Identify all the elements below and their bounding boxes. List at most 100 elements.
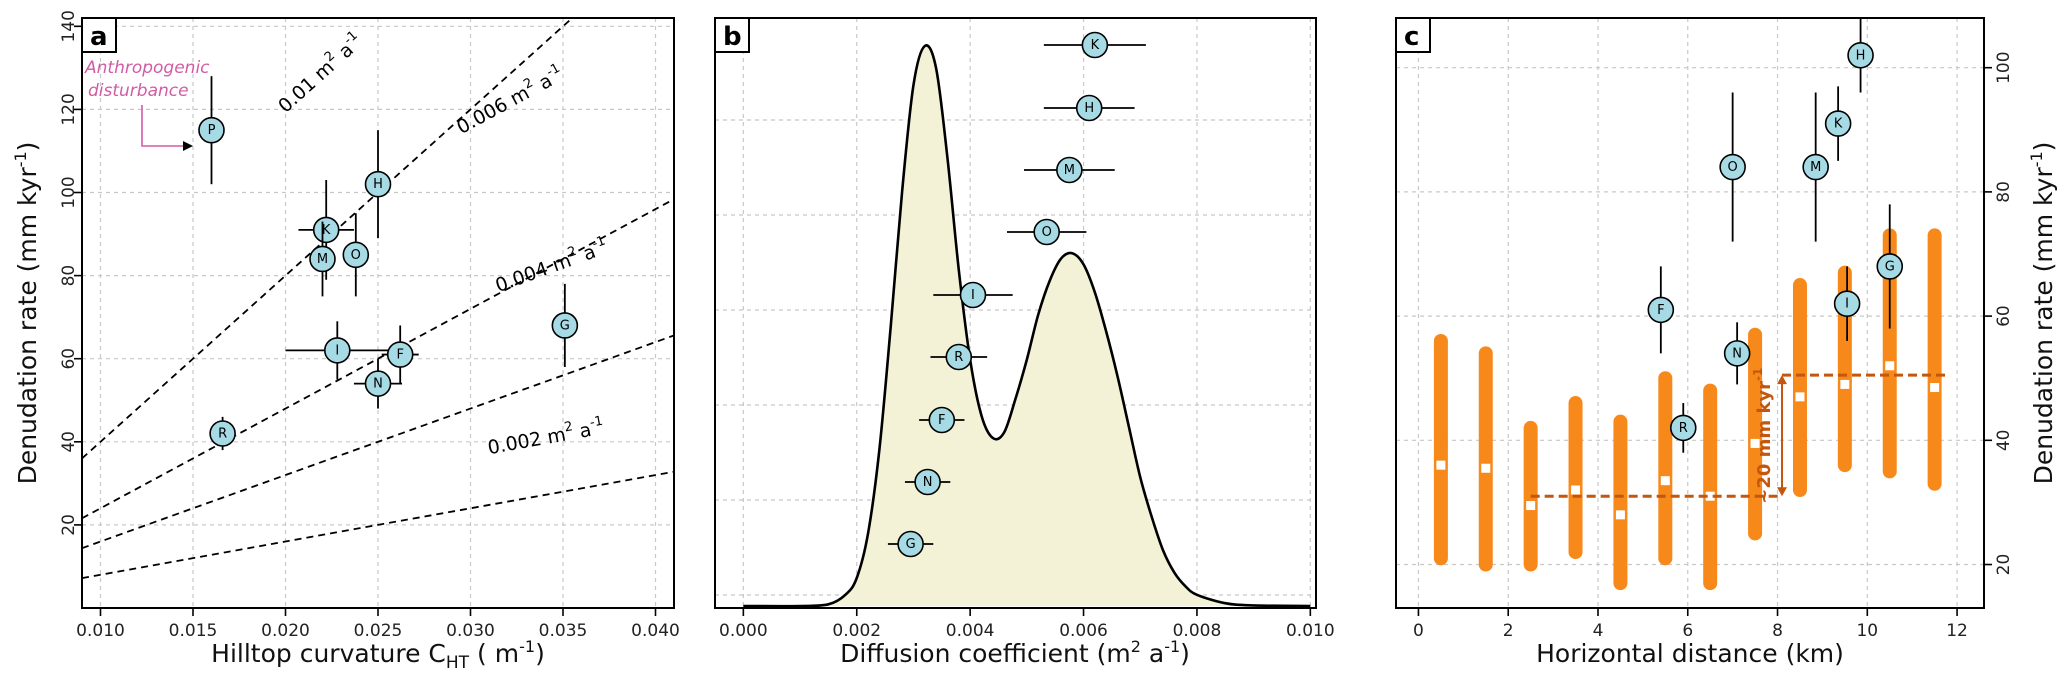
panel-a-y-title: Denudation rate (mm kyr-1) — [11, 142, 42, 485]
c-point-marker — [1723, 340, 1751, 367]
panel-c: ~20 mm kyr-1 0 2 4 6 8 10 12 20 40 60 80 100 H K M O G I… — [1395, 17, 2058, 668]
annotation-line2: disturbance — [88, 81, 189, 101]
b-xtick-label: 0.002 — [832, 621, 881, 641]
panel-c-ticks: 0 2 4 6 8 10 12 20 40 60 80 100 — [1413, 51, 2014, 641]
range-bar-mean — [1795, 392, 1805, 402]
c-point-label: K — [1834, 117, 1843, 132]
diffusion-line-3 — [81, 470, 675, 579]
range-bar-mean — [1750, 438, 1760, 448]
a-point-label: H — [373, 177, 383, 192]
b-point-label: K — [1091, 38, 1100, 53]
annotation-arrow-line — [141, 105, 183, 147]
range-bar-mean — [1526, 501, 1536, 511]
b-point-marker — [1081, 31, 1109, 59]
panel-c-letter-box — [1395, 17, 1431, 53]
a-ytick-label: 100 — [59, 176, 79, 208]
diffusion-line-2 — [81, 334, 675, 550]
range-bar-mean — [1930, 383, 1940, 393]
c-point-marker — [1802, 153, 1829, 181]
diffusion-line-label: 0.006 m2 a-1 — [452, 61, 568, 139]
diffusion-label-sup2: -1 — [590, 234, 607, 253]
a-ytick-label: 120 — [59, 93, 79, 125]
a-xtick-label: 0.025 — [354, 621, 403, 641]
a-point-label: G — [560, 318, 570, 333]
panel-c-points: H K M O G I F N R — [1647, 18, 1904, 453]
b-point-label: O — [1042, 225, 1052, 240]
a-point-label: I — [335, 343, 339, 358]
b-point-marker — [1056, 156, 1083, 184]
b-point-label: H — [1084, 101, 1094, 116]
panel-c-range-bars — [1433, 228, 1942, 591]
a-xtick-label: 0.035 — [539, 621, 588, 641]
c-point-marker — [1719, 153, 1746, 181]
panel-a: 0.01 m2 a-1 0.006 m2 a-1 0.004 m2 a-1 0.002… — [11, 10, 680, 673]
offset-label: ~20 mm kyr-1 — [1751, 368, 1775, 504]
range-bar-mean — [1571, 485, 1581, 495]
b-point-label: N — [923, 475, 933, 490]
b-point-marker — [1033, 218, 1060, 246]
range-bar-mean — [1660, 476, 1670, 486]
a-point-label: R — [218, 426, 227, 441]
a-point-label: O — [351, 248, 361, 263]
diffusion-label-main: 0.01 m — [274, 56, 338, 117]
panel-c-letter: c — [1404, 22, 1419, 52]
offset-label-sup: -1 — [1751, 368, 1765, 381]
c-point-label: R — [1679, 421, 1688, 436]
range-bar-mean — [1615, 510, 1625, 520]
c-ytick-label: 40 — [1994, 429, 2014, 451]
b-xtick-label: 0.010 — [1286, 621, 1335, 641]
range-bar-mean — [1481, 463, 1491, 473]
diffusion-line-label: 0.004 m2 a-1 — [491, 234, 610, 297]
c-xtick-label: 10 — [1856, 621, 1878, 641]
annotation-line1: Anthropogenic — [84, 58, 210, 78]
c-point-marker — [1824, 110, 1852, 137]
panel-b-ticks: 0.000 0.002 0.004 0.006 0.008 0.010 — [719, 608, 1335, 641]
c-xtick-label: 12 — [1946, 621, 1968, 641]
c-xtick-label: 2 — [1503, 621, 1514, 641]
a-point-marker — [309, 245, 336, 273]
b-xtick-label: 0.000 — [719, 621, 768, 641]
diffusion-label-sup2: -1 — [589, 414, 604, 431]
panel-a-ticks: 0.010 0.015 0.020 0.025 0.030 0.035 0.040 20 40 6… — [59, 10, 680, 641]
b-point-label: M — [1064, 163, 1075, 178]
density-curve — [743, 44, 1311, 608]
a-point-label: F — [396, 348, 403, 363]
range-bar-mean — [1885, 361, 1895, 371]
b-point-label: F — [938, 413, 945, 428]
panel-c-grid — [1396, 18, 1984, 608]
b-point-label: I — [971, 288, 975, 303]
b-xtick-label: 0.006 — [1059, 621, 1108, 641]
diffusion-label-sup2: -1 — [544, 61, 563, 80]
c-point-label: I — [1845, 297, 1849, 312]
a-ytick-label: 40 — [59, 431, 79, 453]
panel-b-x-title: Diffusion coefficient (m2 a-1) — [840, 637, 1190, 668]
diffusion-label-main: 0.002 m — [486, 424, 568, 460]
a-point-marker — [198, 116, 225, 144]
c-point-marker — [1833, 290, 1861, 317]
a-xtick-label: 0.030 — [446, 621, 495, 641]
offset-arrow-head-up — [1777, 375, 1788, 385]
b-point-marker — [945, 343, 973, 371]
panel-c-y-title: Denudation rate (mm kyr-1) — [2027, 142, 2058, 485]
panel-c-mean-lines: ~20 mm kyr-1 — [1530, 368, 1949, 504]
panel-b-points: K H M O I R F N G — [887, 31, 1146, 558]
c-point-label: O — [1728, 160, 1738, 175]
a-point-marker — [312, 216, 340, 244]
b-point-marker — [928, 406, 956, 434]
a-point-marker — [323, 337, 351, 364]
c-ytick-label: 80 — [1994, 181, 2014, 203]
b-point-label: R — [954, 350, 963, 365]
panel-b-letter-box — [714, 17, 750, 53]
a-point-marker — [209, 420, 236, 447]
anthropogenic-annotation: Anthropogenic disturbance — [84, 58, 210, 151]
c-point-label: N — [1732, 346, 1742, 361]
c-point-label: F — [1657, 303, 1664, 318]
a-xtick-label: 0.015 — [169, 621, 218, 641]
b-point-marker — [1075, 94, 1103, 122]
c-ytick-label: 20 — [1994, 554, 2014, 576]
a-point-label: N — [373, 377, 383, 392]
diffusion-line-label: 0.01 m2 a-1 — [272, 28, 367, 117]
diffusion-label-sup1: 2 — [563, 419, 574, 435]
panel-b: 0.000 0.002 0.004 0.006 0.008 0.010 K H M O I R F N G… — [714, 17, 1335, 668]
